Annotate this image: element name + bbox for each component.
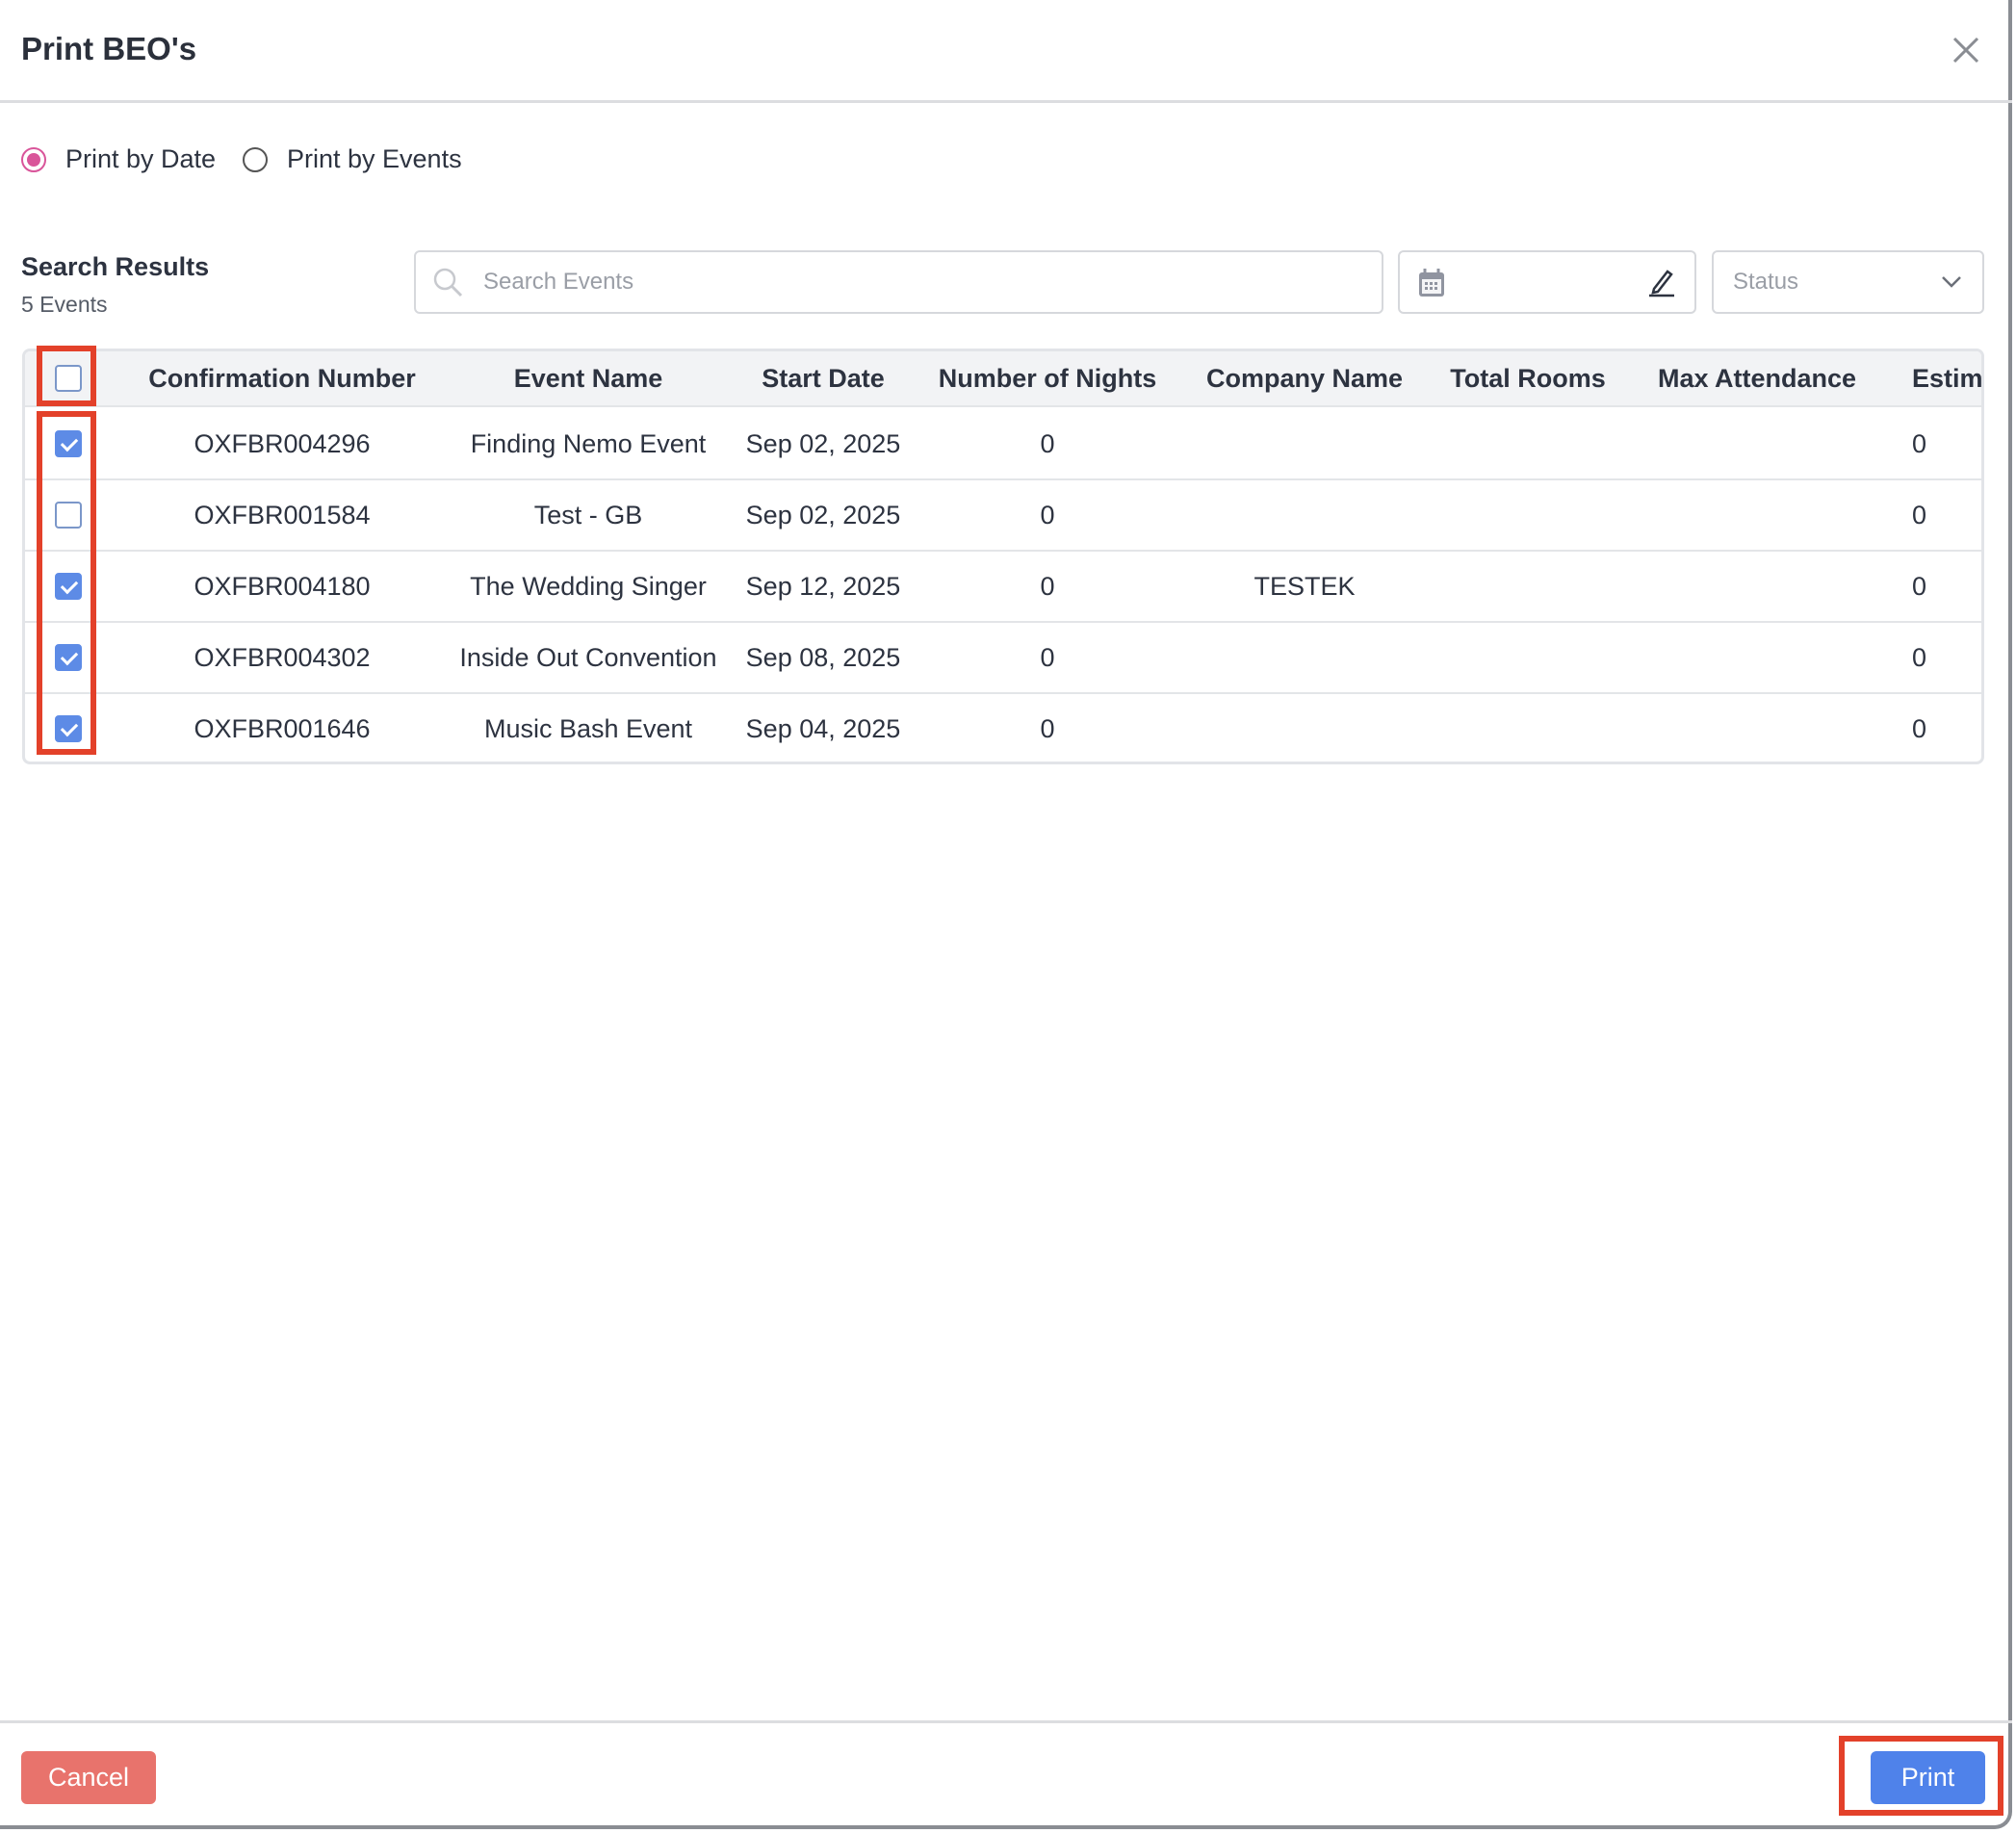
row-checkbox[interactable] — [55, 430, 82, 457]
col-start-date[interactable]: Start Date — [762, 363, 885, 393]
header-divider — [0, 100, 2012, 103]
calendar-icon — [1419, 269, 1444, 297]
search-placeholder: Search Events — [483, 269, 634, 295]
cell-conf: OXFBR001646 — [194, 713, 371, 743]
cell-est: 0 — [1912, 571, 1927, 601]
col-company-name[interactable]: Company Name — [1205, 363, 1404, 393]
radio-label: Print by Date — [65, 144, 217, 173]
table-row[interactable]: OXFBR004296 Finding Nemo Event Sep 02, 202… — [25, 409, 1981, 480]
table-row[interactable]: OXFBR001646 Music Bash Event Sep 04, 2025 0… — [25, 694, 1981, 762]
row-checkbox[interactable] — [55, 715, 82, 742]
col-estimated[interactable]: Estima — [1912, 363, 1983, 393]
status-placeholder: Status — [1733, 269, 1799, 295]
row-checkbox[interactable] — [55, 502, 82, 529]
col-confirmation-number[interactable]: Confirmation Number — [148, 363, 416, 393]
col-number-of-nights[interactable]: Number of Nights — [938, 363, 1157, 393]
events-table: Confirmation Number Event Name Start Dat… — [22, 349, 1984, 764]
print-button[interactable]: Print — [1871, 1751, 1985, 1804]
cell-event: Music Bash Event — [483, 713, 693, 743]
cell-event: Finding Nemo Event — [470, 428, 707, 458]
table-row[interactable]: OXFBR001584 Test - GB Sep 02, 2025 0 0 — [25, 480, 1981, 552]
select-all-checkbox[interactable] — [55, 365, 82, 392]
cell-date: Sep 04, 2025 — [745, 713, 901, 743]
table-row[interactable]: OXFBR004180 The Wedding Singer Sep 12, 202… — [25, 552, 1981, 623]
cell-date: Sep 08, 2025 — [745, 642, 901, 672]
radio-unselected-icon[interactable] — [243, 146, 268, 172]
edit-pencil-icon[interactable] — [1646, 266, 1677, 298]
cell-nights: 0 — [1040, 571, 1055, 601]
cell-conf: OXFBR004302 — [194, 642, 371, 672]
cell-event: Test - GB — [533, 500, 643, 529]
cell-conf: OXFBR004180 — [194, 571, 371, 601]
cell-est: 0 — [1912, 713, 1927, 743]
cell-conf: OXFBR001584 — [194, 500, 371, 529]
date-picker[interactable] — [1398, 250, 1696, 314]
footer-divider — [0, 1720, 2012, 1723]
highlight-select-all — [37, 346, 96, 406]
col-total-rooms[interactable]: Total Rooms — [1450, 363, 1606, 393]
search-icon — [433, 268, 463, 297]
cell-date: Sep 02, 2025 — [745, 500, 901, 529]
cell-conf: OXFBR004296 — [194, 428, 371, 458]
cancel-button[interactable]: Cancel — [21, 1751, 156, 1804]
radio-print-by-events[interactable]: Print by Events — [243, 144, 462, 174]
cell-nights: 0 — [1040, 428, 1055, 458]
chevron-down-icon — [1942, 276, 1961, 288]
row-checkbox[interactable] — [55, 573, 82, 600]
status-select[interactable]: Status — [1712, 250, 1984, 314]
search-results-title: Search Results — [21, 252, 210, 281]
cell-date: Sep 02, 2025 — [745, 428, 901, 458]
results-count: 5 Events — [21, 292, 108, 317]
table-row[interactable]: OXFBR004302 Inside Out Convention Sep 08, … — [25, 623, 1981, 694]
dialog-title: Print BEO's — [21, 31, 197, 66]
radio-print-by-date[interactable]: Print by Date — [21, 144, 216, 174]
table-header: Confirmation Number Event Name Start Dat… — [25, 351, 1983, 407]
cell-est: 0 — [1912, 428, 1927, 458]
highlight-print-button — [1839, 1736, 2003, 1816]
cell-nights: 0 — [1040, 500, 1055, 529]
search-input[interactable]: Search Events — [414, 250, 1383, 314]
row-checkbox[interactable] — [55, 644, 82, 671]
cell-nights: 0 — [1040, 713, 1055, 743]
radio-selected-icon[interactable] — [21, 146, 46, 172]
col-max-attendance[interactable]: Max Attendance — [1657, 363, 1857, 393]
highlight-row-checkboxes — [37, 411, 96, 755]
cell-event: Inside Out Convention — [459, 642, 717, 672]
cell-nights: 0 — [1040, 642, 1055, 672]
radio-label: Print by Events — [287, 144, 462, 173]
col-event-name[interactable]: Event Name — [513, 363, 663, 393]
cell-est: 0 — [1912, 500, 1927, 529]
cell-company: TESTEK — [1254, 571, 1356, 601]
cell-est: 0 — [1912, 642, 1927, 672]
cell-event: The Wedding Singer — [470, 571, 707, 601]
cell-date: Sep 12, 2025 — [745, 571, 901, 601]
close-icon[interactable] — [1949, 33, 1983, 67]
